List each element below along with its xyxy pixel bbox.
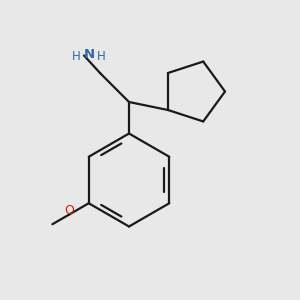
- Text: H: H: [97, 50, 106, 63]
- Text: H: H: [72, 50, 81, 63]
- Text: N: N: [83, 47, 95, 61]
- Text: O: O: [64, 204, 74, 218]
